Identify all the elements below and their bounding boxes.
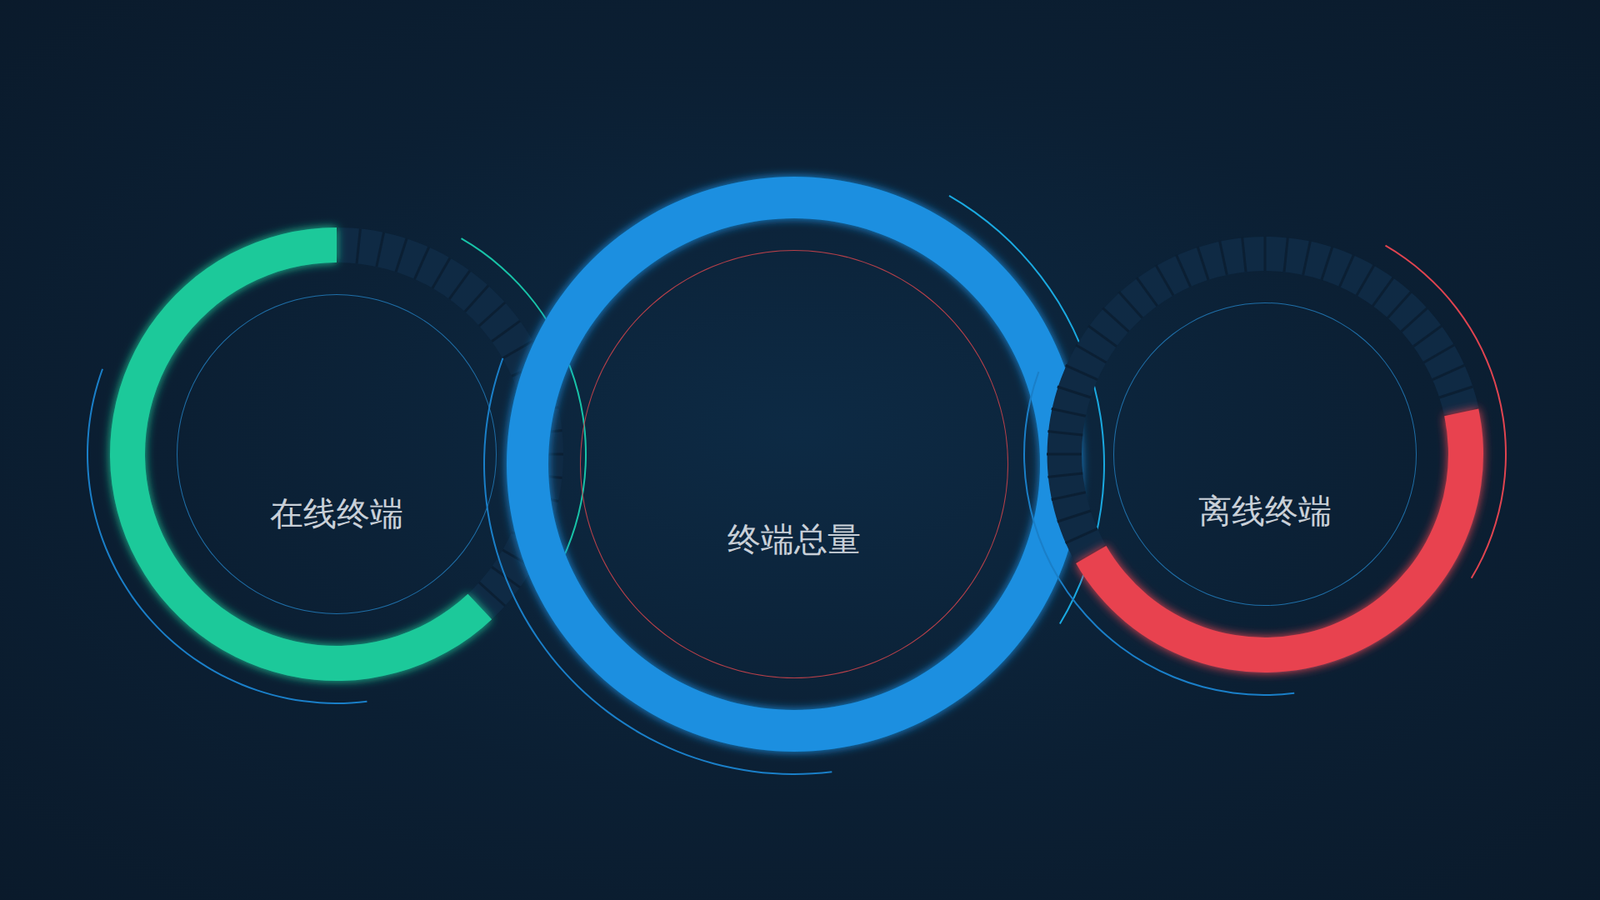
svg-text:终端总量: 终端总量 <box>727 520 861 559</box>
svg-text:在线终端: 在线终端 <box>270 494 404 533</box>
svg-text:离线终端: 离线终端 <box>1198 491 1332 530</box>
